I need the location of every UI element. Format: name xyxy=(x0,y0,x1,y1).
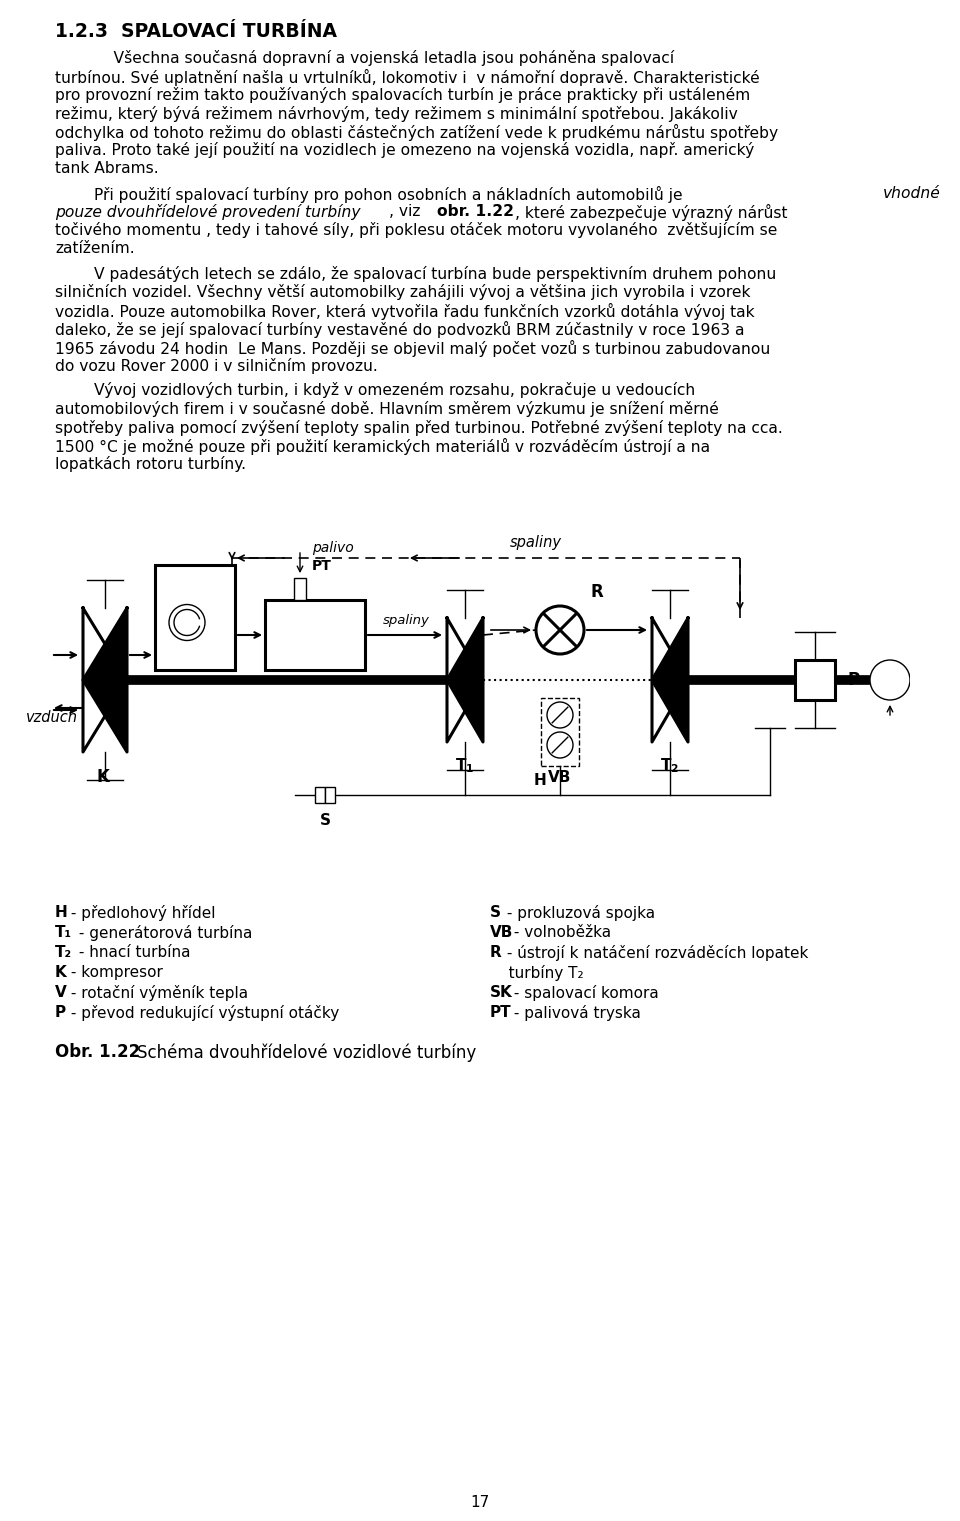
Circle shape xyxy=(870,660,910,700)
Polygon shape xyxy=(83,608,127,751)
Text: Obr. 1.22: Obr. 1.22 xyxy=(55,1043,140,1062)
Text: - prokluzová spojka: - prokluzová spojka xyxy=(501,905,655,922)
Text: V padesátých letech se zdálo, že spalovací turbína bude perspektivním druhem poh: V padesátých letech se zdálo, že spalova… xyxy=(55,266,777,281)
Text: do vozu Rover 2000 i v silničním provozu.: do vozu Rover 2000 i v silničním provozu… xyxy=(55,357,377,374)
Text: palivo: palivo xyxy=(312,541,353,555)
Text: daleko, že se její spalovací turbíny vestavěné do podvozků BRM zúčastnily v roce: daleko, že se její spalovací turbíny ves… xyxy=(55,321,745,338)
Text: K: K xyxy=(97,768,109,786)
Text: tank Abrams.: tank Abrams. xyxy=(55,161,158,176)
Text: Všechna současná dopravní a vojenská letadla jsou poháněna spalovací: Všechna současná dopravní a vojenská let… xyxy=(55,50,674,65)
Polygon shape xyxy=(652,618,688,742)
Text: - spalovací komora: - spalovací komora xyxy=(509,986,659,1001)
Text: pro provozní režim takto používaných spalovacích turbín je práce prakticky při u: pro provozní režim takto používaných spa… xyxy=(55,87,751,103)
Text: pouze dvouhřídelové provedení turbíny: pouze dvouhřídelové provedení turbíny xyxy=(55,204,361,221)
Text: R: R xyxy=(590,583,603,601)
Text: 1500 °C je možné pouze při použití keramických materiálů v rozváděcím ústrojí a : 1500 °C je možné pouze při použití keram… xyxy=(55,438,710,455)
Text: T₁: T₁ xyxy=(55,925,72,940)
Text: V: V xyxy=(201,610,213,628)
Text: paliva. Proto také její použití na vozidlech je omezeno na vojenská vozidla, nap: paliva. Proto také její použití na vozid… xyxy=(55,143,755,158)
Bar xyxy=(541,698,579,767)
Text: - převod redukující výstupní otáčky: - převod redukující výstupní otáčky xyxy=(66,1005,340,1021)
Circle shape xyxy=(547,703,573,729)
Text: SK: SK xyxy=(490,986,513,999)
Text: T₂: T₂ xyxy=(55,945,72,960)
Text: - volnoběžka: - volnoběžka xyxy=(509,925,612,940)
Text: spaliny: spaliny xyxy=(383,614,429,627)
Polygon shape xyxy=(83,608,127,751)
Text: spaliny: spaliny xyxy=(510,535,562,551)
Text: - předlohový hřídel: - předlohový hřídel xyxy=(66,905,216,922)
Text: vhodné: vhodné xyxy=(883,186,941,201)
Text: S: S xyxy=(320,814,330,827)
Polygon shape xyxy=(447,618,483,742)
Text: P: P xyxy=(55,1005,66,1021)
Circle shape xyxy=(536,605,584,654)
Bar xyxy=(795,660,835,700)
Text: - kompresor: - kompresor xyxy=(66,964,163,980)
Text: obr. 1.22: obr. 1.22 xyxy=(437,204,514,219)
Text: V: V xyxy=(55,986,67,999)
Text: - ústrojí k natáčení rozváděcích lopatek: - ústrojí k natáčení rozváděcích lopatek xyxy=(501,945,808,961)
Text: R: R xyxy=(490,945,502,960)
Text: S: S xyxy=(490,905,501,920)
Circle shape xyxy=(547,732,573,757)
Text: - palivová tryska: - palivová tryska xyxy=(509,1005,641,1021)
Text: , viz: , viz xyxy=(389,204,425,219)
Text: turbíny T₂: turbíny T₂ xyxy=(494,964,584,981)
Circle shape xyxy=(169,604,205,640)
Text: - generátorová turbína: - generátorová turbína xyxy=(74,925,252,941)
Text: Při použití spalovací turbíny pro pohon osobních a nákladních automobilů je: Při použití spalovací turbíny pro pohon … xyxy=(55,186,683,202)
Text: 1.2.3  SPALOVACÍ TURBÍNA: 1.2.3 SPALOVACÍ TURBÍNA xyxy=(55,21,337,41)
Text: $\mathbf{T_1}$: $\mathbf{T_1}$ xyxy=(455,756,474,774)
Bar xyxy=(294,578,306,599)
Polygon shape xyxy=(652,618,688,742)
Text: , které zabezpečuje výrazný nárůst: , které zabezpečuje výrazný nárůst xyxy=(515,204,787,221)
Bar xyxy=(315,786,325,803)
Text: - rotační výměník tepla: - rotační výměník tepla xyxy=(66,986,249,1001)
Text: vozidla. Pouze automobilka Rover, která vytvořila řadu funkčních vzorků dotáhla : vozidla. Pouze automobilka Rover, která … xyxy=(55,303,755,319)
Bar xyxy=(265,599,365,669)
Text: automobilových firem i v současné době. Hlavním směrem výzkumu je snížení měrné: automobilových firem i v současné době. … xyxy=(55,402,719,417)
Text: lopatkách rotoru turbíny.: lopatkách rotoru turbíny. xyxy=(55,456,246,473)
Text: VB: VB xyxy=(548,770,572,785)
Text: H: H xyxy=(534,773,546,788)
Text: K: K xyxy=(55,964,67,980)
Text: vzduch: vzduch xyxy=(26,710,78,726)
Text: Schéma dvouhřídelové vozidlové turbíny: Schéma dvouhřídelové vozidlové turbíny xyxy=(137,1043,476,1062)
Text: $\mathbf{T_2}$: $\mathbf{T_2}$ xyxy=(660,756,680,774)
Bar xyxy=(325,786,335,803)
Text: - hnací turbína: - hnací turbína xyxy=(74,945,190,960)
Text: točivého momentu , tedy i tahové síly, při poklesu otáček motoru vyvolaného  zvě: točivého momentu , tedy i tahové síly, p… xyxy=(55,222,778,239)
Text: PT: PT xyxy=(490,1005,512,1021)
Text: SK: SK xyxy=(302,627,327,643)
Text: Vývoj vozidlových turbin, i když v omezeném rozsahu, pokračuje u vedoucích: Vývoj vozidlových turbin, i když v omeze… xyxy=(55,382,695,399)
Text: P: P xyxy=(847,671,859,689)
Bar xyxy=(155,564,235,669)
Polygon shape xyxy=(447,618,483,742)
Text: zatížením.: zatížením. xyxy=(55,240,134,256)
Text: 17: 17 xyxy=(470,1495,490,1510)
Text: 1965 závodu 24 hodin  Le Mans. Později se objevil malý počet vozů s turbinou zab: 1965 závodu 24 hodin Le Mans. Později se… xyxy=(55,339,770,356)
Text: režimu, který bývá režimem návrhovým, tedy režimem s minimální spotřebou. Jakáko: režimu, který bývá režimem návrhovým, te… xyxy=(55,105,737,122)
Text: H: H xyxy=(55,905,68,920)
Text: spotřeby paliva pomocí zvýšení teploty spalin před turbinou. Potřebné zvýšení te: spotřeby paliva pomocí zvýšení teploty s… xyxy=(55,420,782,435)
Text: PT: PT xyxy=(312,560,332,573)
Text: silničních vozidel. Všechny větší automobilky zahájili vývoj a většina jich vyro: silničních vozidel. Všechny větší automo… xyxy=(55,284,751,300)
Text: VB: VB xyxy=(490,925,514,940)
Text: odchylka od tohoto režimu do oblasti částečných zatížení vede k prudkému nárůstu: odchylka od tohoto režimu do oblasti čás… xyxy=(55,125,779,141)
Text: turbínou. Své uplatnění našla u vrtulníků, lokomotiv i  v námořní dopravě. Chara: turbínou. Své uplatnění našla u vrtulník… xyxy=(55,68,759,85)
